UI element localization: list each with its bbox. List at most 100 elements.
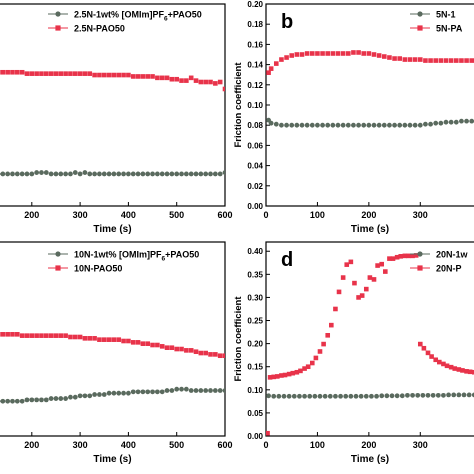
x-tick-label: 500 bbox=[169, 440, 184, 450]
plot-frame bbox=[265, 3, 474, 207]
data-point bbox=[325, 51, 331, 56]
data-point bbox=[471, 369, 474, 375]
data-point bbox=[271, 374, 277, 380]
data-point bbox=[217, 388, 223, 393]
data-point bbox=[299, 52, 305, 57]
data-point bbox=[145, 171, 151, 177]
data-point bbox=[443, 58, 449, 63]
data-point bbox=[135, 171, 141, 177]
data-point bbox=[92, 171, 97, 177]
data-point bbox=[453, 119, 459, 125]
data-point bbox=[14, 398, 20, 404]
data-point bbox=[446, 392, 451, 398]
data-point bbox=[24, 397, 30, 403]
data-point bbox=[198, 350, 204, 356]
y-tick-label: 0.10 bbox=[247, 386, 263, 395]
data-point bbox=[361, 51, 367, 56]
data-point bbox=[29, 71, 35, 76]
data-point bbox=[369, 393, 374, 399]
x-axis-label: Time (s) bbox=[351, 454, 389, 465]
legend-label: 10N-1wt% [OMIm]PF6+PAO50 bbox=[74, 250, 199, 263]
data-point bbox=[5, 332, 10, 337]
data-point bbox=[410, 253, 415, 259]
data-point bbox=[203, 171, 209, 177]
y-tick-label: 0.30 bbox=[247, 293, 263, 302]
data-point bbox=[464, 118, 469, 124]
y-tick-label: 0.12 bbox=[247, 81, 263, 90]
data-point bbox=[417, 122, 423, 128]
data-point bbox=[469, 118, 474, 124]
data-point bbox=[77, 71, 83, 76]
data-point bbox=[298, 368, 303, 374]
data-point bbox=[415, 392, 421, 398]
data-point bbox=[390, 256, 396, 261]
data-point bbox=[43, 71, 49, 76]
data-point bbox=[164, 171, 170, 177]
data-point bbox=[464, 369, 469, 374]
data-point bbox=[302, 366, 307, 371]
data-point bbox=[351, 50, 356, 55]
data-point bbox=[82, 170, 88, 175]
data-point bbox=[174, 346, 180, 352]
data-point bbox=[193, 171, 199, 177]
data-point bbox=[299, 122, 305, 128]
data-point bbox=[452, 366, 458, 371]
data-point bbox=[24, 333, 30, 338]
data-point bbox=[140, 171, 146, 177]
data-point bbox=[320, 122, 325, 128]
legend-marker bbox=[417, 251, 423, 257]
data-point bbox=[183, 171, 189, 177]
data-point bbox=[116, 337, 122, 342]
data-point bbox=[43, 397, 49, 403]
data-point bbox=[375, 263, 380, 268]
data-point bbox=[34, 333, 39, 338]
data-point bbox=[193, 349, 199, 355]
data-point bbox=[213, 81, 218, 86]
data-point bbox=[217, 353, 223, 359]
data-point bbox=[208, 171, 213, 177]
data-point bbox=[392, 122, 397, 128]
data-point bbox=[48, 396, 54, 401]
data-point bbox=[307, 393, 313, 399]
data-point bbox=[286, 393, 292, 399]
data-point bbox=[448, 364, 454, 370]
x-tick-label: 400 bbox=[121, 210, 136, 220]
data-point bbox=[338, 393, 343, 399]
data-point bbox=[0, 171, 6, 177]
data-point bbox=[188, 75, 194, 81]
data-point bbox=[77, 393, 83, 399]
data-point bbox=[371, 52, 377, 57]
data-point bbox=[325, 122, 331, 128]
data-point bbox=[467, 369, 473, 375]
data-point bbox=[154, 389, 160, 395]
legend-marker bbox=[55, 251, 61, 257]
data-point bbox=[198, 388, 204, 393]
data-point bbox=[275, 374, 280, 379]
y-tick-label: 0.08 bbox=[247, 121, 263, 130]
data-point bbox=[174, 386, 180, 392]
data-point bbox=[273, 121, 279, 127]
data-point bbox=[111, 337, 117, 342]
data-point bbox=[121, 338, 126, 344]
data-point bbox=[43, 170, 49, 175]
data-point bbox=[379, 261, 385, 267]
data-point bbox=[121, 72, 126, 78]
x-tick-label: 0 bbox=[263, 210, 268, 220]
data-point bbox=[164, 345, 170, 350]
data-point bbox=[340, 275, 346, 280]
data-point bbox=[453, 58, 459, 63]
data-point bbox=[413, 253, 419, 258]
data-point bbox=[294, 369, 300, 375]
data-point bbox=[126, 338, 131, 344]
data-point bbox=[159, 75, 165, 81]
data-point bbox=[212, 388, 218, 393]
x-tick-label: 200 bbox=[361, 210, 376, 220]
data-point bbox=[335, 51, 341, 56]
data-point bbox=[358, 393, 364, 399]
data-point bbox=[407, 122, 413, 128]
x-tick-label: 300 bbox=[413, 210, 428, 220]
data-point bbox=[203, 388, 209, 393]
legend-marker bbox=[417, 11, 423, 17]
data-point bbox=[15, 332, 20, 337]
